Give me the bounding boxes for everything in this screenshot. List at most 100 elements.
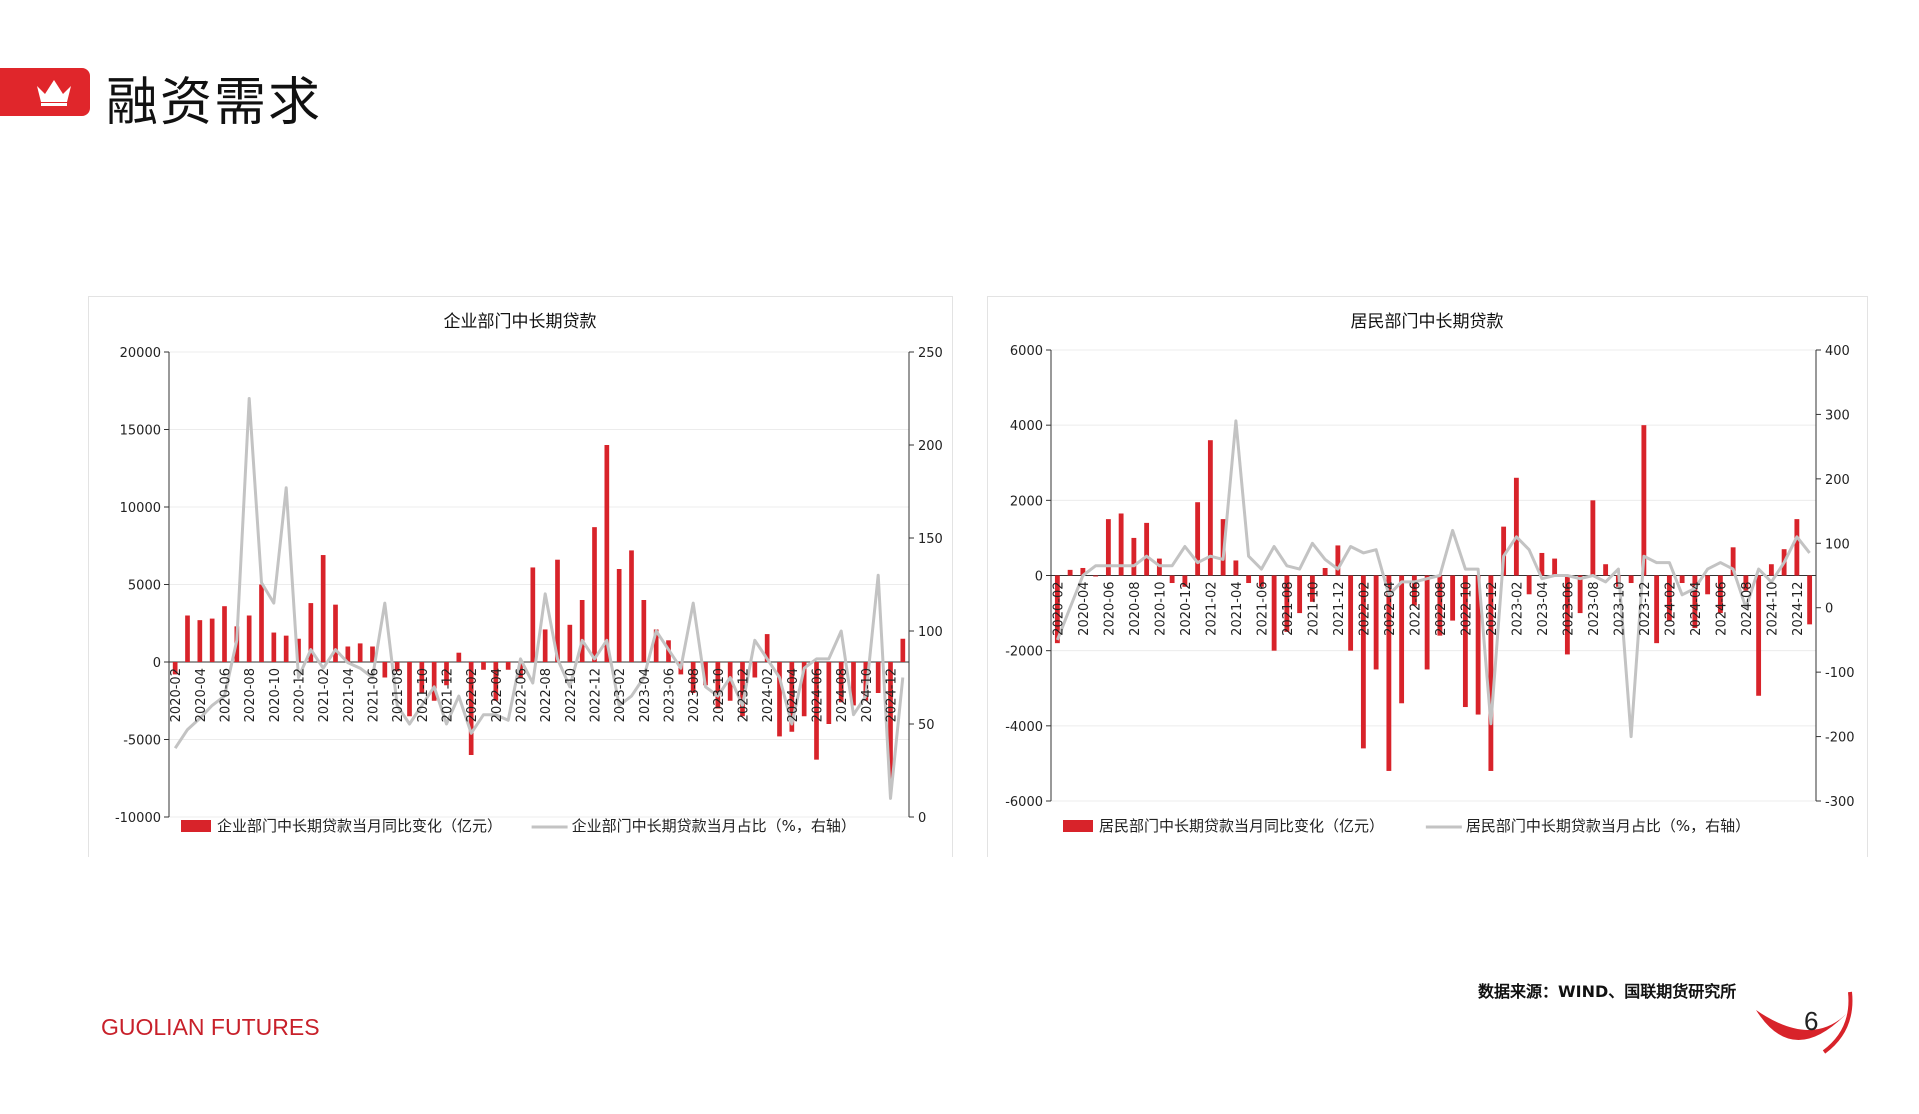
- bar: [283, 635, 289, 662]
- right-tick-label: 0: [1825, 602, 1833, 617]
- bar: [1207, 440, 1213, 576]
- bar: [764, 634, 770, 662]
- x-tick-label: 2023-06: [663, 668, 678, 722]
- bar: [777, 662, 782, 737]
- bar: [1373, 575, 1379, 670]
- x-tick-label: 2022-06: [515, 668, 530, 722]
- corner-arc-decoration: [1756, 991, 1853, 1054]
- left-tick-label: 6000: [1010, 344, 1043, 359]
- x-tick-label: 2021-02: [1204, 582, 1219, 636]
- legend-line-label: 居民部门中长期贷款当月占比（%，右轴）: [1466, 817, 1750, 835]
- bar: [1475, 575, 1481, 715]
- data-source-note: 数据来源：WIND、国联期货研究所: [1478, 982, 1737, 1001]
- bar: [567, 624, 573, 662]
- x-tick-label: 2020-08: [243, 668, 258, 722]
- left-tick-label: -2000: [1005, 645, 1043, 660]
- left-tick-label: -5000: [123, 734, 161, 749]
- left-tick-label: -10000: [115, 811, 161, 826]
- bar: [1118, 513, 1124, 576]
- bar: [826, 662, 832, 724]
- bar: [1730, 547, 1736, 576]
- x-tick-label: 2023-02: [1510, 582, 1525, 636]
- left-tick-label: 4000: [1010, 419, 1043, 434]
- x-tick-label: 2021-12: [441, 668, 456, 722]
- bar: [1246, 575, 1252, 584]
- right-tick-label: -100: [1825, 666, 1855, 681]
- x-tick-label: 2022-10: [1459, 582, 1474, 636]
- x-tick-label: 2023-10: [712, 668, 727, 722]
- bar: [875, 662, 881, 693]
- bar: [900, 638, 906, 662]
- brand-name: GUOLIAN: [101, 1014, 205, 1040]
- bar: [1424, 575, 1430, 670]
- bar: [1322, 567, 1328, 576]
- bar: [542, 629, 548, 662]
- left-tick-label: 2000: [1010, 494, 1043, 509]
- ratio-line: [173, 397, 905, 800]
- right-tick-label: -200: [1825, 731, 1855, 746]
- bar: [604, 445, 610, 662]
- bar: [789, 662, 795, 732]
- x-tick-label: 2021-06: [1255, 582, 1270, 636]
- bar: [1258, 575, 1264, 587]
- bar: [1590, 500, 1596, 576]
- bar: [752, 662, 758, 678]
- bar: [1526, 575, 1532, 595]
- x-tick-label: 2024-10: [860, 668, 875, 722]
- bar: [592, 527, 597, 662]
- bar: [382, 662, 388, 678]
- bar: [1654, 575, 1660, 644]
- x-tick-label: 2021-06: [367, 668, 382, 722]
- x-tick-label: 2020-04: [1077, 582, 1092, 636]
- bar: [197, 620, 203, 662]
- bar: [888, 662, 893, 780]
- left-tick-label: 0: [153, 656, 161, 671]
- x-tick-label: 2020-12: [1179, 582, 1194, 636]
- x-tick-label: 2020-06: [1102, 582, 1117, 636]
- bar: [1309, 575, 1315, 602]
- bar: [493, 662, 499, 701]
- x-tick-label: 2020-02: [169, 668, 184, 722]
- bar: [814, 662, 819, 760]
- bar: [727, 662, 733, 701]
- right-tick-label: -300: [1825, 795, 1855, 810]
- x-tick-label: 2022-06: [1408, 582, 1423, 636]
- brand-suffix: FUTURES: [204, 1014, 320, 1040]
- legend-bar-swatch: [1063, 820, 1093, 832]
- bar: [703, 662, 708, 686]
- left-tick-label: 0: [1035, 570, 1043, 585]
- x-tick-label: 2020-12: [293, 668, 308, 722]
- x-tick-label: 2020-10: [268, 668, 283, 722]
- bar: [431, 662, 437, 701]
- right-tick-label: 200: [918, 439, 943, 454]
- bar: [1552, 558, 1558, 576]
- enterprise-chart-panel: 企业部门中长期贷款 -10000 -5000 0 5000 10000 15000 20000…: [88, 296, 953, 857]
- x-tick-label: 2021-08: [391, 668, 406, 722]
- x-tick-label: 2024-12: [1791, 582, 1806, 636]
- legend-bar-label: 居民部门中长期贷款当月同比变化（亿元）: [1099, 817, 1384, 835]
- x-tick-label: 2024-08: [1740, 582, 1755, 636]
- crown-icon: [37, 80, 71, 106]
- bar: [1348, 575, 1354, 651]
- x-tick-label: 2024-02: [1663, 582, 1678, 636]
- bar: [1169, 575, 1175, 584]
- bar: [801, 662, 807, 717]
- left-tick-label: 15000: [120, 424, 161, 439]
- bar: [641, 600, 647, 662]
- x-tick-label: 2021-08: [1281, 582, 1296, 636]
- x-tick-label: 2023-08: [687, 668, 702, 722]
- bar: [481, 662, 486, 670]
- bar: [530, 567, 536, 662]
- x-tick-label: 2024-02: [761, 668, 776, 722]
- bar: [222, 606, 227, 662]
- x-tick-label: 2023-12: [1638, 582, 1653, 636]
- legend-bar-swatch: [181, 820, 211, 832]
- bar: [185, 615, 190, 662]
- bar: [468, 662, 474, 755]
- x-tick-label: 2023-06: [1561, 582, 1576, 636]
- x-tick-label: 2024-10: [1765, 582, 1780, 636]
- x-tick-label: 2021-10: [1306, 582, 1321, 636]
- legend-line-label: 企业部门中长期贷款当月占比（%，右轴）: [572, 817, 856, 835]
- x-tick-label: 2023-04: [1536, 582, 1551, 636]
- bar: [1577, 575, 1583, 614]
